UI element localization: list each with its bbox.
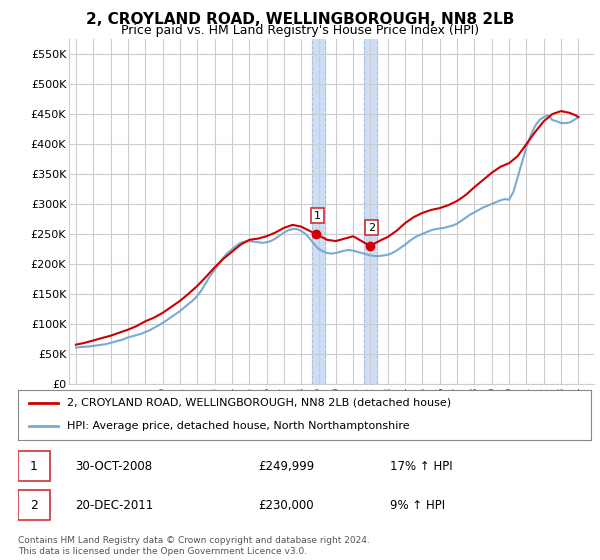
Text: Contains HM Land Registry data © Crown copyright and database right 2024.
This d: Contains HM Land Registry data © Crown c…: [18, 536, 370, 556]
Text: 2, CROYLAND ROAD, WELLINGBOROUGH, NN8 2LB (detached house): 2, CROYLAND ROAD, WELLINGBOROUGH, NN8 2L…: [67, 398, 451, 408]
Bar: [364, 39, 377, 384]
Text: Price paid vs. HM Land Registry's House Price Index (HPI): Price paid vs. HM Land Registry's House …: [121, 24, 479, 36]
Text: 1: 1: [314, 211, 321, 221]
Text: 9% ↑ HPI: 9% ↑ HPI: [391, 499, 446, 512]
Text: £249,999: £249,999: [259, 460, 315, 473]
Text: 2, CROYLAND ROAD, WELLINGBOROUGH, NN8 2LB: 2, CROYLAND ROAD, WELLINGBOROUGH, NN8 2L…: [86, 12, 514, 27]
Text: 17% ↑ HPI: 17% ↑ HPI: [391, 460, 453, 473]
Text: HPI: Average price, detached house, North Northamptonshire: HPI: Average price, detached house, Nort…: [67, 421, 409, 431]
Text: 2: 2: [30, 499, 38, 512]
Text: 20-DEC-2011: 20-DEC-2011: [76, 499, 154, 512]
Text: 2: 2: [368, 223, 375, 232]
Text: £230,000: £230,000: [259, 499, 314, 512]
Text: 1: 1: [30, 460, 38, 473]
Text: 30-OCT-2008: 30-OCT-2008: [76, 460, 152, 473]
Bar: [311, 39, 325, 384]
FancyBboxPatch shape: [18, 451, 50, 480]
FancyBboxPatch shape: [18, 490, 50, 520]
